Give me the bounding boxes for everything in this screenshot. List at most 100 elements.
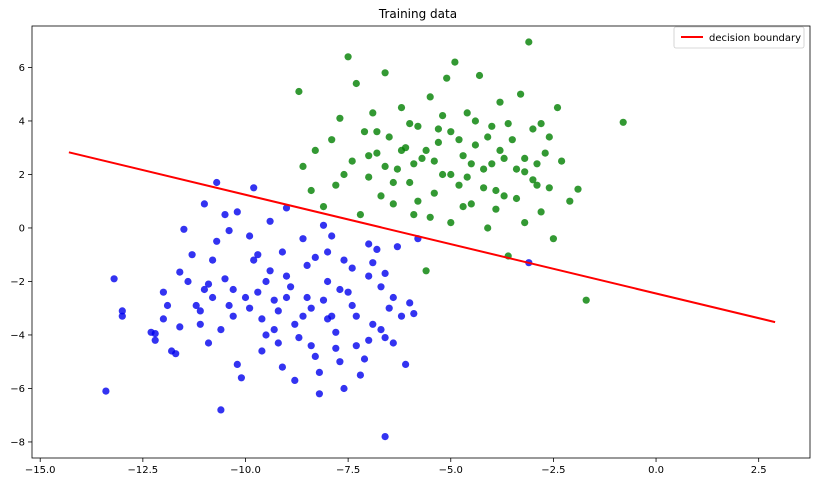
scatter-point-series-0-100 [225, 227, 233, 235]
scatter-point-series-0-36 [270, 296, 278, 304]
scatter-point-series-1-17 [381, 69, 389, 77]
scatter-point-series-0-3 [118, 312, 126, 320]
y-tick-label: −4 [10, 330, 25, 341]
scatter-point-series-0-52 [324, 277, 332, 286]
x-tick-label: −12.5 [128, 465, 159, 476]
scatter-point-series-0-38 [278, 363, 286, 371]
scatter-point-series-1-5 [328, 136, 336, 144]
scatter-point-series-1-57 [541, 149, 549, 157]
scatter-point-series-0-92 [217, 326, 225, 334]
scatter-point-series-1-50 [512, 194, 521, 203]
scatter-point-series-0-30 [250, 256, 258, 264]
scatter-point-series-0-73 [410, 310, 418, 318]
scatter-point-series-1-15 [373, 149, 381, 157]
scatter-point-series-0-0 [102, 387, 110, 395]
scatter-point-series-1-53 [525, 38, 533, 46]
scatter-point-series-1-54 [529, 125, 537, 133]
scatter-point-series-0-10 [176, 268, 184, 276]
legend: decision boundary [673, 26, 805, 49]
scatter-point-series-0-82 [340, 384, 348, 393]
scatter-point-series-1-67 [373, 128, 381, 136]
scatter-point-series-0-86 [246, 232, 254, 240]
scatter-point-series-1-42 [480, 165, 488, 173]
scatter-point-series-1-78 [406, 120, 414, 128]
scatter-point-series-1-44 [488, 122, 496, 130]
scatter-point-series-0-31 [254, 288, 262, 296]
scatter-point-series-1-76 [529, 176, 537, 184]
y-tick-label: 6 [19, 63, 25, 74]
scatter-point-series-0-65 [377, 283, 385, 291]
scatter-point-series-0-76 [188, 251, 196, 259]
scatter-point-series-1-95 [467, 160, 475, 168]
scatter-point-series-0-33 [262, 331, 270, 339]
scatter-point-series-0-93 [270, 326, 278, 334]
scatter-point-series-1-7 [336, 114, 344, 122]
scatter-point-series-1-30 [434, 138, 442, 146]
scatter-point-series-0-28 [246, 304, 254, 312]
scatter-point-series-1-20 [393, 165, 401, 173]
scatter-point-series-0-47 [307, 304, 315, 312]
scatter-point-series-0-111 [196, 307, 204, 315]
decision-boundary-line [68, 151, 776, 324]
scatter-point-series-0-11 [180, 225, 188, 233]
scatter-point-series-0-58 [348, 301, 356, 310]
scatter-point-series-1-77 [365, 152, 373, 160]
scatter-point-series-0-69 [393, 243, 401, 251]
scatter-point-series-0-109 [377, 326, 385, 334]
y-tick-label: 4 [19, 116, 25, 127]
scatter-point-series-0-64 [373, 245, 381, 253]
scatter-point-series-0-102 [262, 277, 270, 286]
scatter-point-series-1-94 [434, 125, 442, 133]
scatter-point-series-0-20 [217, 406, 225, 414]
scatter-point-series-0-84 [389, 339, 397, 347]
scatter-point-series-0-81 [315, 368, 323, 376]
scatter-point-series-0-25 [233, 360, 241, 368]
scatter-point-series-0-9 [172, 350, 180, 358]
scatter-point-series-0-99 [209, 256, 217, 264]
scatter-point-series-0-12 [192, 301, 200, 310]
scatter-point-series-0-6 [159, 288, 167, 296]
scatter-point-series-1-70 [430, 157, 438, 165]
scatter-point-series-1-6 [332, 181, 340, 189]
scatter-point-series-1-51 [517, 90, 525, 98]
scatter-point-series-0-59 [352, 342, 360, 350]
scatter-point-series-1-89 [459, 203, 467, 211]
plot-frame [31, 25, 811, 459]
scatter-point-series-0-7 [159, 315, 167, 323]
scatter-point-series-1-72 [463, 173, 471, 181]
scatter-point-series-1-61 [558, 157, 566, 165]
scatter-point-series-0-85 [184, 277, 192, 286]
scatter-point-series-0-1 [110, 275, 118, 283]
scatter-point-series-0-55 [336, 358, 344, 366]
scatter-point-series-1-82 [537, 120, 545, 128]
scatter-point-series-1-31 [439, 170, 447, 179]
scatter-point-series-0-44 [299, 235, 307, 243]
scatter-point-series-1-8 [344, 53, 352, 61]
scatter-point-series-0-94 [324, 315, 332, 323]
scatter-point-series-1-13 [365, 173, 373, 181]
scatter-point-series-1-37 [459, 152, 467, 160]
scatter-point-series-1-88 [426, 213, 434, 221]
scatter-point-series-1-38 [463, 109, 471, 117]
scatter-point-series-0-68 [385, 304, 393, 312]
scatter-point-series-0-61 [365, 240, 373, 248]
scatter-point-series-0-96 [147, 328, 155, 336]
scatter-point-series-0-27 [241, 293, 250, 302]
scatter-point-series-1-41 [475, 71, 484, 80]
scatter-point-series-1-92 [545, 184, 553, 192]
x-tick-label: −5.0 [439, 465, 463, 476]
scatter-point-series-1-27 [422, 267, 430, 275]
scatter-point-series-1-62 [566, 197, 574, 205]
y-tick-label: 2 [19, 170, 25, 181]
scatter-point-series-1-1 [299, 162, 307, 170]
scatter-point-series-0-89 [328, 232, 336, 240]
scatter-point-series-1-74 [496, 146, 504, 154]
chart-title: Training data [378, 7, 457, 21]
scatter-point-series-0-48 [311, 352, 319, 360]
scatter-point-series-0-103 [282, 293, 291, 302]
scatter-point-series-0-57 [344, 288, 352, 296]
scatter-point-series-0-77 [204, 339, 213, 347]
scatter-point-series-1-45 [492, 186, 500, 195]
scatter-point-series-0-37 [274, 307, 282, 315]
